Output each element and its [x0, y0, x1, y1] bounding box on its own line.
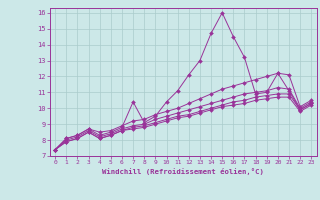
X-axis label: Windchill (Refroidissement éolien,°C): Windchill (Refroidissement éolien,°C)	[102, 168, 264, 175]
